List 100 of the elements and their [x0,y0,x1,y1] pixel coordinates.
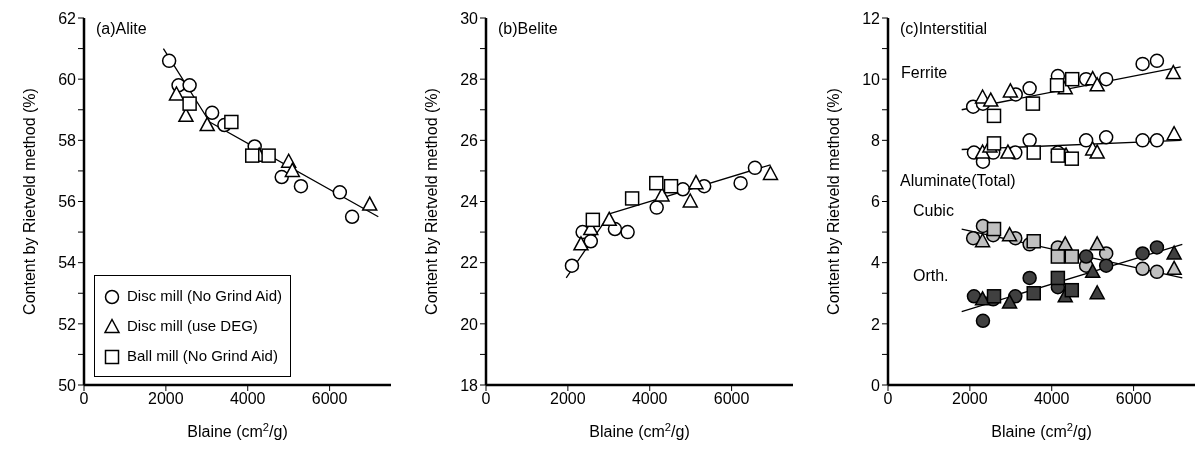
x-tick-label: 6000 [311,390,348,408]
point [663,178,679,194]
point [1064,151,1080,166]
point [1050,249,1066,264]
point [244,148,260,163]
point [1165,64,1182,80]
point [1050,270,1066,286]
point [1000,144,1016,159]
point [1025,96,1041,111]
point [361,196,378,211]
point [986,136,1002,151]
point [974,291,991,306]
legend-label: Disc mill (No Grind Aid) [127,286,283,306]
y-tick-label: 4 [871,254,881,272]
point [182,96,197,111]
annotation: Aluminate(Total) [900,172,1016,190]
x-axis-title: Blaine (cm$^{2}$/g) [589,421,690,440]
y-tick-label: 0 [871,376,881,394]
x-tick-label: 2000 [148,390,184,408]
y-tick-label: 18 [460,376,479,394]
point [682,193,699,208]
point [1089,236,1105,251]
y-axis-title: Content by Rietveld method (%) [21,88,39,315]
y-axis-title: Content by Rietveld method (%) [423,88,441,315]
point [986,108,1002,124]
annotation: Orth. [913,267,949,285]
point [1064,282,1080,298]
y-tick-label: 22 [460,254,479,272]
y-tick-label: 50 [58,376,77,394]
point [974,233,991,248]
y-tick-label: 62 [58,9,77,27]
point [204,105,220,121]
x-axis-title: Blaine (cm$^{2}$/g) [187,421,288,440]
y-tick-label: 20 [460,315,479,333]
point [1098,258,1114,273]
point [1089,77,1105,92]
point [293,178,309,194]
point [965,230,981,246]
point [1084,263,1101,279]
y-tick-label: 6 [871,193,881,211]
x-tick-label: 4000 [631,390,668,408]
point [975,313,991,329]
y-tick-label: 30 [460,9,479,27]
point [1166,125,1182,141]
point [1089,285,1105,300]
point [1064,249,1080,264]
y-tick-label: 24 [460,193,479,211]
point [762,165,779,181]
point [654,187,670,202]
x-tick-label: 4000 [229,390,266,408]
point [1022,270,1037,286]
point [1166,245,1182,260]
x-tick-label: 2000 [550,390,586,408]
point [344,209,360,225]
point [332,185,348,200]
y-tick-label: 54 [58,254,77,272]
point [161,53,177,69]
point [1149,240,1165,255]
point [601,211,617,227]
point [224,114,239,130]
point [1135,133,1150,148]
point [1078,249,1094,264]
point [624,191,640,206]
y-tick-label: 10 [862,70,881,88]
y-tick-label: 56 [58,193,77,211]
annotation: Cubic [913,202,954,220]
point [1064,71,1080,87]
point [1135,56,1150,72]
point [982,92,999,107]
chart-title: (b)Belite [498,20,558,38]
x-tick-label: 2000 [952,390,988,408]
point [1026,234,1041,249]
point [182,78,197,93]
point [585,212,601,228]
point [564,258,580,273]
point [583,234,599,249]
point [649,175,664,191]
point [620,224,635,240]
y-tick-label: 52 [58,315,77,333]
legend-label: Ball mill (No Grind Aid) [127,346,278,366]
chart-title: (a)Alite [96,20,147,38]
y-tick-label: 28 [460,70,479,88]
y-tick-label: 2 [871,315,881,333]
annotation: Ferrite [901,64,948,82]
point [1026,145,1041,160]
point [1098,130,1114,145]
x-tick-label: 0 [481,390,491,408]
point [1149,133,1165,148]
point [1149,53,1165,69]
y-tick-label: 8 [871,132,881,150]
point [1149,264,1165,280]
legend-label: Disc mill (use DEG) [127,316,258,336]
point [1078,133,1094,148]
point [1135,261,1150,277]
point [1026,286,1041,301]
point [573,236,589,251]
point [688,174,704,190]
point [1098,71,1114,87]
point [284,162,301,178]
point [1089,144,1105,159]
